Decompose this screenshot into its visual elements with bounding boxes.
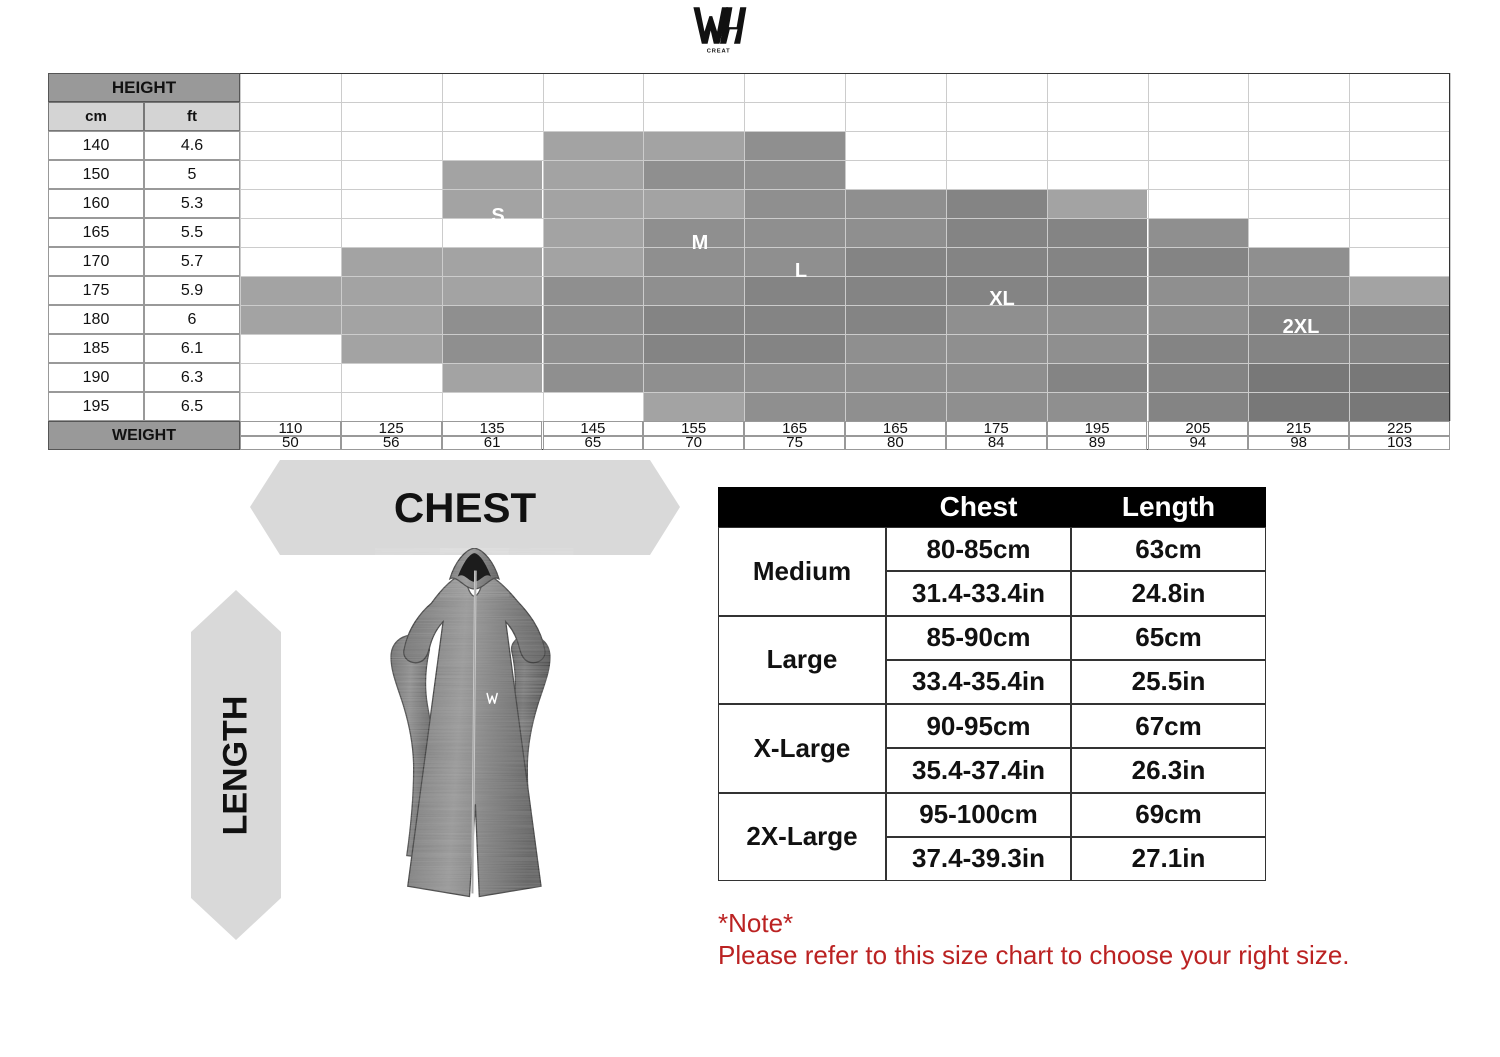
- svg-text:CREAT: CREAT: [707, 49, 731, 55]
